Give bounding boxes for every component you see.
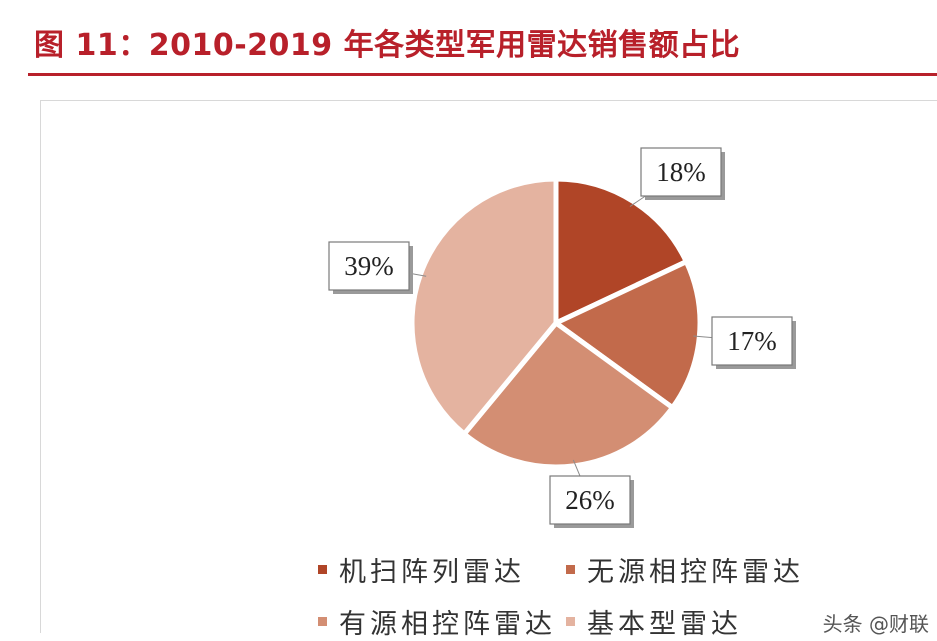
page-title: 图 11：2010-2019 年各类型军用雷达销售额占比 <box>34 28 741 63</box>
title-divider <box>28 73 937 76</box>
legend-swatch <box>566 617 575 626</box>
legend-swatch <box>318 617 327 626</box>
legend-label: 有源相控阵雷达 <box>339 609 556 640</box>
legend-item: 机扫阵列雷达 <box>318 550 525 589</box>
pie-slice <box>409 176 559 437</box>
legend-label: 基本型雷达 <box>587 609 742 640</box>
legend-label: 无源相控阵雷达 <box>587 557 804 588</box>
callout-box <box>640 147 722 197</box>
legend-item: 无源相控阵雷达 <box>566 550 804 589</box>
callout-box <box>328 241 410 291</box>
legend-label: 机扫阵列雷达 <box>339 557 525 588</box>
data-label: 17% <box>727 326 777 356</box>
legend-swatch <box>566 565 575 574</box>
chart-panel <box>40 100 937 633</box>
legend-swatch <box>318 565 327 574</box>
callout-box <box>711 316 793 366</box>
data-label: 18% <box>656 157 706 187</box>
watermark: 头条 @财联 <box>822 612 929 636</box>
callout-box <box>549 475 631 525</box>
data-label: 26% <box>565 485 615 515</box>
legend-item: 基本型雷达 <box>566 602 742 641</box>
data-label: 39% <box>344 251 394 281</box>
pie-slice <box>461 320 675 470</box>
legend-item: 有源相控阵雷达 <box>318 602 556 641</box>
pie-slice <box>553 176 689 326</box>
